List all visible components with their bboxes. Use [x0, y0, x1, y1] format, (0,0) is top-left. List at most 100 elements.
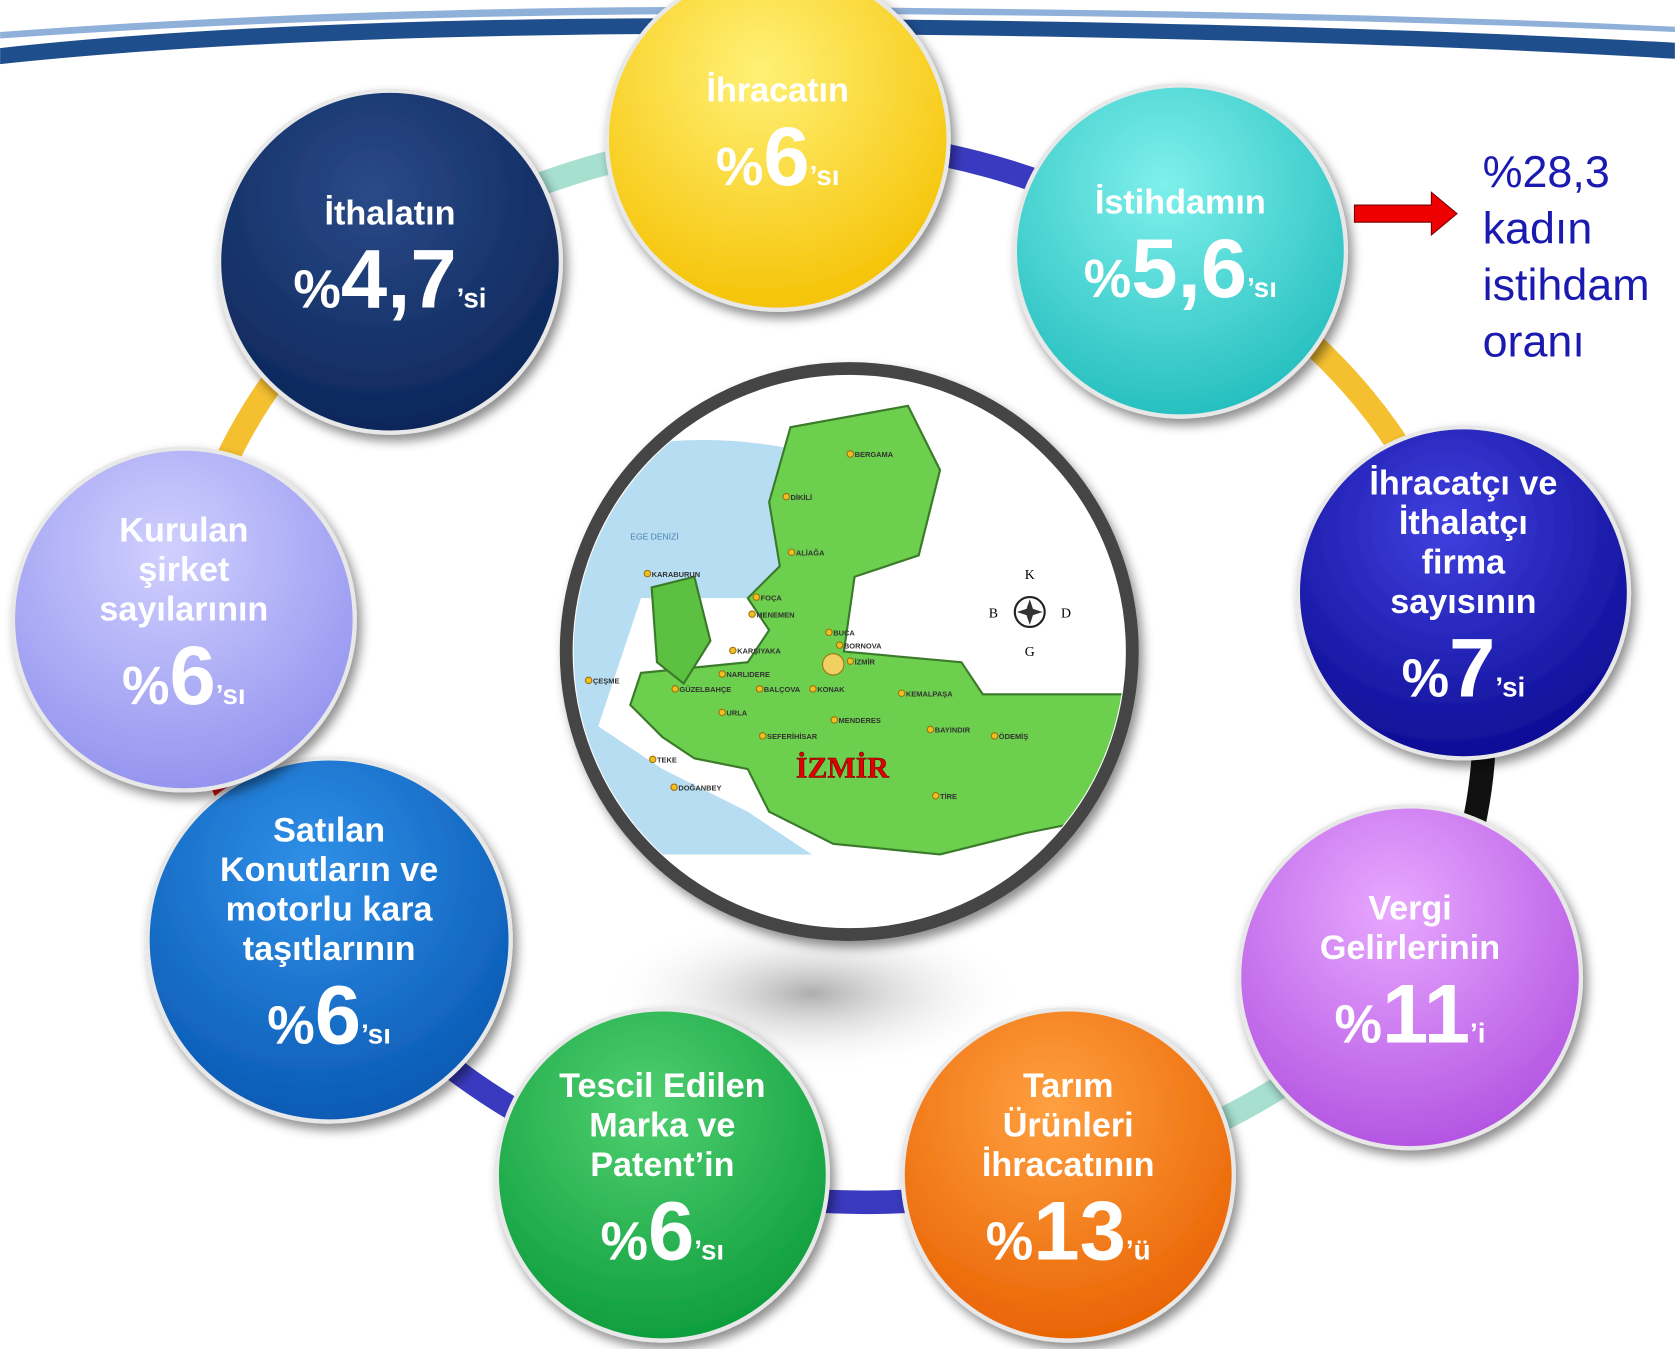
node-circle: [1012, 83, 1349, 419]
place-dot: [670, 783, 678, 791]
node-value: %6’sı: [267, 969, 391, 1062]
place-label: URLA: [726, 709, 747, 718]
map: BERGAMA DİKİLİ ALİAĞA KARABURUN FOÇA MENEMEN K…: [559, 362, 1139, 941]
place-dot: [846, 450, 855, 458]
suffix: ’sı: [216, 679, 246, 710]
node-value: %5,6’sı: [1084, 222, 1277, 315]
node-label: Konutların ve: [220, 851, 438, 889]
suffix: ’si: [457, 283, 487, 314]
place-label: TEKE: [657, 756, 677, 765]
annotation: %28,3: [1483, 146, 1610, 197]
place-dot: [835, 641, 844, 649]
sea: [573, 440, 812, 855]
percent-sign: %: [1084, 250, 1131, 309]
node-value: %6’sı: [122, 629, 246, 722]
compass-b: B: [989, 606, 998, 621]
place-dot: [643, 569, 652, 578]
value: 6: [169, 629, 215, 722]
city-dot: [822, 653, 845, 676]
node-label: taşıtlarının: [243, 930, 416, 968]
place-dot: [825, 628, 833, 637]
place-dot: [671, 685, 679, 693]
percent-sign: %: [1402, 649, 1449, 708]
place-label: FOÇA: [761, 593, 783, 602]
node-circle: [10, 446, 357, 793]
compass-g: G: [1025, 645, 1035, 660]
value: 5,6: [1131, 222, 1247, 315]
annotation: oranı: [1483, 316, 1585, 367]
place-label: ÖDEMİŞ: [999, 732, 1028, 741]
suffix: ’sı: [810, 160, 840, 191]
place-dot: [926, 725, 935, 734]
node-label: motorlu kara: [226, 891, 434, 929]
percent-sign: %: [986, 1212, 1033, 1271]
value: 11: [1382, 967, 1470, 1060]
percent-sign: %: [293, 261, 340, 320]
compass-star: [1016, 599, 1043, 625]
percent-sign: %: [1335, 995, 1382, 1054]
place-dot: [787, 548, 796, 556]
node-label: Vergi: [1368, 890, 1452, 928]
value: 7: [1449, 621, 1495, 714]
arrow: [1353, 191, 1458, 237]
node-circle: [604, 0, 951, 312]
node-label: İthalatçı: [1399, 504, 1528, 542]
annotation: istihdam: [1483, 259, 1650, 310]
node-label: Tescil Edilen: [559, 1067, 765, 1105]
place-label: TİRE: [940, 792, 957, 801]
place-dot: [755, 685, 764, 693]
place-dot: [758, 732, 767, 740]
node-label: İthalatın: [324, 194, 455, 232]
map-title: İZMİR: [796, 752, 889, 785]
place-dot: [748, 610, 756, 618]
place-dot: [932, 791, 940, 800]
place-dot: [584, 676, 593, 685]
place-dot: [846, 657, 855, 665]
node-label: firma: [1422, 544, 1507, 582]
place-dot: [897, 689, 906, 697]
suffix: ’sı: [694, 1234, 724, 1265]
place-label: ÇEŞME: [593, 677, 620, 686]
value: 4,7: [341, 233, 457, 326]
place-label: SEFERİHİSAR: [767, 732, 818, 741]
node-label: İhracatın: [706, 71, 848, 109]
node-value: %6’sı: [716, 110, 840, 203]
percent-sign: %: [716, 138, 763, 197]
place-label: MENDERES: [839, 716, 881, 725]
place-dot: [809, 685, 817, 693]
node-label: Gelirlerinin: [1320, 929, 1500, 967]
suffix: ’sı: [361, 1019, 391, 1050]
place-dot: [830, 716, 839, 724]
place-label: DİKİLİ: [791, 493, 813, 502]
node-circle: [145, 756, 513, 1124]
node-label: İstihdamın: [1095, 184, 1266, 222]
node-value: %7’si: [1402, 621, 1526, 714]
top-band-light: [0, 6, 1675, 39]
compass-d: D: [1061, 606, 1071, 621]
node-label: İhracatının: [982, 1146, 1155, 1184]
place-dot: [718, 708, 726, 717]
node-circle: [1295, 425, 1632, 761]
place-label: KARŞIYAKA: [737, 647, 781, 656]
node-label: Satılan: [273, 812, 385, 850]
node-circle: [216, 88, 564, 435]
place-label: BAYINDIR: [935, 726, 971, 735]
place-label: KEMALPAŞA: [906, 689, 953, 698]
place-dot: [782, 492, 790, 501]
node-label: Tarım: [1023, 1067, 1113, 1105]
node-value: %6’sı: [601, 1184, 725, 1277]
node-label: Kurulan: [119, 512, 248, 550]
annotation: kadın: [1483, 203, 1593, 254]
place-dot: [752, 593, 761, 601]
place-label: İZMİR: [855, 657, 876, 666]
node-value: %11’i: [1335, 967, 1486, 1060]
land: [629, 404, 1125, 856]
place-dot: [729, 646, 737, 655]
place-label: BUCA: [833, 629, 855, 638]
place-label: NARLIDERE: [726, 670, 770, 679]
value: 6: [315, 969, 361, 1062]
place-dot: [718, 670, 726, 678]
suffix: ’si: [1495, 671, 1525, 702]
place-label: DOĞANBEY: [678, 783, 721, 792]
place-label: GÜZELBAHÇE: [679, 685, 731, 694]
